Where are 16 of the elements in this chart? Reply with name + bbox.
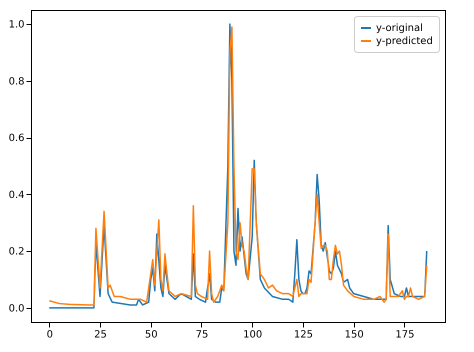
legend-label: y-predicted [376, 36, 433, 47]
x-tick-label: 0 [46, 330, 53, 340]
y-tick-label: 0.2 [8, 246, 24, 258]
y-tick-label: 0.4 [8, 190, 24, 201]
y-tick-label: 1.0 [8, 20, 24, 31]
x-tick-label: 50 [144, 330, 158, 340]
x-tick-label: 75 [196, 330, 208, 340]
y-tick-label: 0.6 [8, 133, 24, 144]
legend-label: y-original [376, 23, 423, 34]
y-tick-label: 0.0 [8, 303, 24, 314]
x-tick-label: 25 [94, 330, 107, 340]
x-tick-label: 175 [395, 330, 414, 340]
y-tick-label: 0.8 [8, 76, 24, 88]
x-tick-label: 125 [294, 330, 313, 340]
x-tick-label: 150 [344, 330, 364, 340]
x-tick-label: 100 [243, 330, 262, 340]
